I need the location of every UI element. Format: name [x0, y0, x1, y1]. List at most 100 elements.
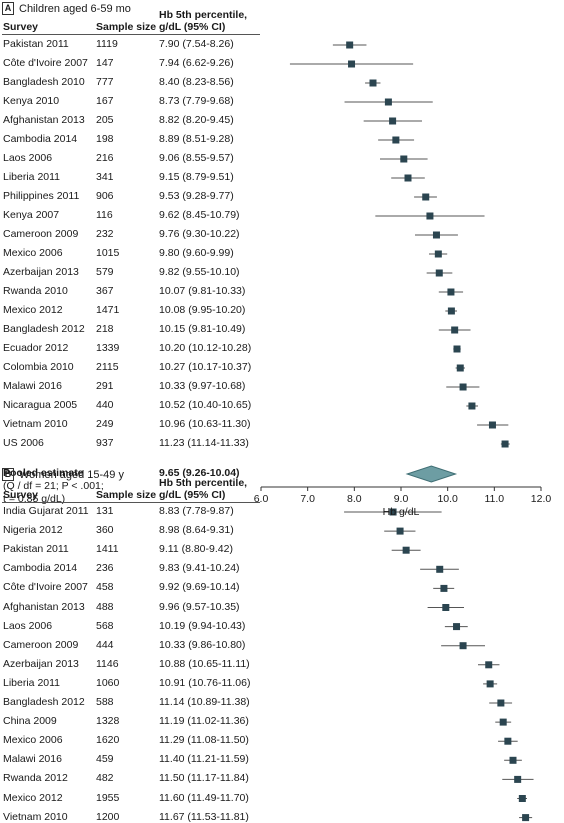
- ci-value: 9.11 (8.80-9.42): [159, 543, 233, 556]
- survey-label: Mexico 2012: [3, 304, 63, 316]
- estimate-marker: [459, 383, 467, 391]
- sample-size-value: 116: [96, 209, 113, 221]
- sample-size-value: 568: [96, 619, 114, 632]
- ci-value: 10.52 (10.40-10.65): [159, 399, 252, 411]
- survey-label: Afghanistan 2013: [3, 600, 85, 613]
- survey-label: Vietnam 2010: [3, 418, 68, 430]
- sample-size-value: 459: [96, 753, 114, 766]
- x-tick-label: 9.0: [393, 493, 409, 505]
- estimate-marker: [504, 737, 512, 745]
- estimate-marker: [501, 440, 509, 448]
- sample-size-value: 236: [96, 562, 114, 575]
- x-tick-label: 6.0: [253, 493, 269, 505]
- x-tick-label: 12.0: [530, 493, 552, 505]
- sample-size-value: 458: [96, 581, 114, 594]
- ci-value: 8.82 (8.20-9.45): [159, 114, 234, 126]
- sample-size-value: 131: [96, 505, 114, 517]
- estimate-marker: [402, 546, 410, 554]
- ci-value: 9.53 (9.28-9.77): [159, 190, 234, 202]
- sample-size-value: 1339: [96, 342, 120, 354]
- estimate-marker: [486, 680, 494, 688]
- header-rule: [2, 502, 260, 503]
- ci-value: 10.19 (9.94-10.43): [159, 619, 246, 632]
- sample-size-value: 367: [96, 285, 114, 297]
- sample-size-value: 906: [96, 190, 114, 202]
- ci-value: 10.91 (10.76-11.06): [159, 676, 251, 689]
- ci-value: 9.80 (9.60-9.99): [159, 247, 234, 259]
- survey-label: Rwanda 2012: [3, 772, 68, 785]
- sample-size-value: 218: [96, 323, 114, 335]
- header-survey: Survey: [3, 21, 39, 33]
- survey-label: Bangladesh 2012: [3, 323, 85, 335]
- estimate-marker: [442, 604, 450, 611]
- estimate-marker: [400, 155, 408, 163]
- sample-size-value: 1119: [96, 38, 118, 50]
- survey-label: Cambodia 2014: [3, 133, 78, 145]
- x-tick-label: 10.0: [437, 493, 458, 505]
- x-tick-label: 8.0: [347, 493, 362, 505]
- estimate-marker: [384, 98, 392, 106]
- estimate-marker: [447, 288, 455, 296]
- estimate-marker: [497, 699, 505, 707]
- pooled-diamond: [405, 465, 458, 483]
- ci-value: 7.94 (6.62-9.26): [159, 57, 234, 69]
- estimate-marker: [346, 41, 354, 49]
- survey-label: Liberia 2011: [3, 676, 61, 689]
- estimate-marker: [396, 527, 404, 535]
- sample-size-value: 167: [96, 95, 114, 107]
- ci-value: 11.67 (11.53-11.81): [159, 810, 249, 823]
- sample-size-value: 488: [96, 600, 114, 613]
- survey-label: Malawi 2016: [3, 753, 62, 766]
- x-axis-label: Hb g/dL: [382, 506, 420, 518]
- estimate-marker: [456, 364, 464, 372]
- sample-size-value: 1411: [96, 543, 119, 556]
- survey-label: Nigeria 2012: [3, 524, 63, 537]
- estimate-marker: [369, 79, 377, 87]
- panel-title-text: Children aged 6-59 mo: [19, 2, 131, 15]
- sample-size-value: 1955: [96, 791, 120, 804]
- sample-size-value: 249: [96, 418, 114, 430]
- x-tick-label: 7.0: [300, 493, 315, 505]
- survey-label: Cameroon 2009: [3, 638, 79, 651]
- survey-label: Laos 2006: [3, 619, 53, 632]
- ci-value: 9.92 (9.69-10.14): [159, 581, 240, 594]
- survey-label: Laos 2006: [3, 152, 53, 164]
- sample-size-value: 205: [96, 114, 114, 126]
- sample-size-value: 291: [96, 380, 114, 392]
- sample-size-value: 1471: [96, 304, 120, 316]
- estimate-marker: [509, 756, 517, 764]
- sample-size-value: 1620: [96, 734, 120, 747]
- ci-value: 11.14 (10.89-11.38): [159, 696, 250, 708]
- sample-size-value: 2115: [96, 361, 119, 373]
- panel-title: A Children aged 6-59 mo: [2, 2, 131, 15]
- estimate-marker: [389, 117, 397, 125]
- ci-value: 11.40 (11.21-11.59): [159, 753, 249, 766]
- ci-value: 10.33 (9.97-10.68): [159, 380, 246, 392]
- survey-label: Kenya 2007: [3, 209, 60, 221]
- estimate-marker: [459, 642, 467, 650]
- estimate-marker: [422, 193, 430, 201]
- survey-label: Rwanda 2010: [3, 285, 68, 297]
- ci-value: 10.27 (10.17-10.37): [159, 361, 252, 373]
- sample-size-value: 341: [96, 171, 114, 183]
- survey-label: Liberia 2011: [3, 171, 61, 183]
- header-sample-size: Sample size: [96, 489, 157, 501]
- ci-value: 11.19 (11.02-11.36): [159, 715, 249, 728]
- header-hb-percentile: Hb 5th percentile, g/dL (95% CI): [159, 9, 247, 33]
- header-survey: Survey: [3, 489, 39, 501]
- panel-letter: B: [2, 468, 14, 481]
- survey-label: Azerbaijan 2013: [3, 657, 79, 670]
- estimate-marker: [522, 814, 530, 822]
- panel-title-text: Women aged 15-49 y: [19, 468, 124, 481]
- ci-value: 9.83 (9.41-10.24): [159, 562, 240, 575]
- ci-value: 10.20 (10.12-10.28): [159, 342, 252, 354]
- survey-label: China 2009: [3, 715, 57, 728]
- ci-value: 9.15 (8.79-9.51): [159, 171, 234, 183]
- ci-value: 10.07 (9.81-10.33): [159, 285, 246, 297]
- survey-label: Côte d'Ivoire 2007: [3, 57, 88, 69]
- sample-size-value: 579: [96, 266, 114, 278]
- survey-label: Philippines 2011: [3, 190, 80, 202]
- ci-value: 9.82 (9.55-10.10): [159, 266, 240, 278]
- ci-value: 9.76 (9.30-10.22): [159, 228, 240, 240]
- sample-size-value: 444: [96, 638, 114, 651]
